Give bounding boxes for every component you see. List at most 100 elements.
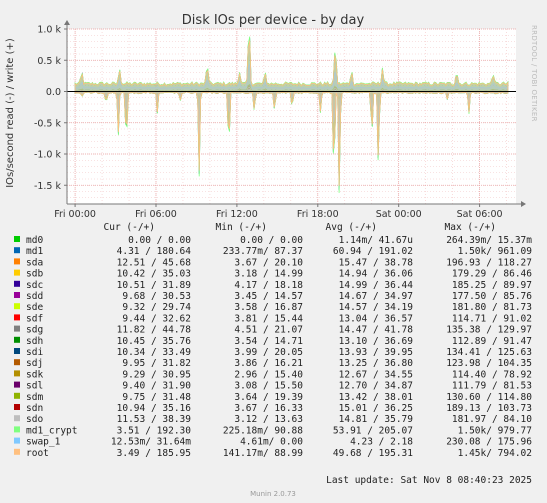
legend-value-cur: 10.51 / 31.89 xyxy=(117,280,192,291)
legend-row: sdo 11.53 / 38.39 3.12 / 13.63 14.81 / 35.7… xyxy=(14,414,532,425)
legend-value-max: 177.50 / 85.76 xyxy=(452,291,532,302)
legend-row: md1_crypt 3.51 / 192.30 225.18m/ 90.88 53.9… xyxy=(14,425,532,436)
legend-value-cur: 9.32 / 29.74 xyxy=(122,302,191,313)
footer: Munin 2.0.73 xyxy=(250,490,296,498)
legend-value-avg: 14.67 / 34.97 xyxy=(339,291,413,302)
legend-value-cur: 12.51 / 45.68 xyxy=(117,257,192,268)
legend-value-avg: 49.68 / 195.31 xyxy=(333,448,413,459)
legend-series-name: sdl xyxy=(26,381,43,392)
legend-value-cur: 3.49 / 185.95 xyxy=(117,448,191,459)
legend-value-avg: 60.94 / 191.02 xyxy=(333,246,413,257)
legend-value-max: 189.13 / 103.73 xyxy=(446,403,532,414)
legend-value-avg: 53.91 / 205.07 xyxy=(333,425,413,436)
legend-value-max: 114.40 / 78.92 xyxy=(452,369,532,380)
legend-series-name: sdc xyxy=(26,280,43,291)
legend-value-min: 3.54 / 14.71 xyxy=(234,336,303,347)
legend-series-name: sdk xyxy=(26,369,43,380)
legend-header-max: Max (-/+) xyxy=(445,222,496,233)
legend-row: sdm 9.75 / 31.48 3.64 / 19.39 13.42 / 38.01… xyxy=(14,392,532,403)
series-root xyxy=(74,40,509,186)
legend-value-min: 3.67 / 20.10 xyxy=(234,257,303,268)
legend-row: sdj 9.95 / 31.82 3.86 / 16.21 13.25 / 36.80… xyxy=(14,358,532,369)
series-write-area xyxy=(74,63,509,92)
legend-swatch xyxy=(14,370,20,377)
x-tick-label: Fri 06:00 xyxy=(135,209,177,220)
legend-row: sdn 10.94 / 35.16 3.67 / 16.33 15.01 / 36.2… xyxy=(14,403,532,414)
legend-value-avg: 14.57 / 34.19 xyxy=(339,302,414,313)
legend-value-max: 1.50k/ 961.09 xyxy=(458,246,533,257)
x-tick-label: Fri 00:00 xyxy=(54,209,96,220)
legend-value-max: 134.41 / 125.63 xyxy=(446,347,532,358)
legend-value-max: 179.29 / 86.46 xyxy=(452,269,532,280)
legend-value-min: 3.86 / 16.21 xyxy=(234,358,303,369)
legend-series-name: sdj xyxy=(26,358,43,369)
watermark: RRDTOOL / TOBI OETIKER xyxy=(530,25,538,122)
legend-row: sdc 10.51 / 31.89 4.17 / 18.18 14.99 / 36.4… xyxy=(14,280,532,291)
legend-value-max: 130.60 / 114.80 xyxy=(446,392,532,403)
legend-row: md1 4.31 / 180.64 233.77m/ 87.37 60.94 / 19… xyxy=(14,246,532,257)
legend-value-cur: 9.40 / 31.90 xyxy=(122,381,191,392)
legend-series-name: swap_1 xyxy=(26,437,61,448)
legend-row: sdf 9.44 / 32.62 3.81 / 15.44 13.04 / 36.57… xyxy=(14,313,532,324)
legend-value-min: 4.61m/ 0.00 xyxy=(240,437,303,448)
series-read-area xyxy=(74,91,509,186)
legend-swatch xyxy=(14,404,20,410)
legend-row: sdb 10.42 / 35.03 3.18 / 14.99 14.94 / 36.0… xyxy=(14,269,532,280)
y-tick-label: -1.5 k xyxy=(34,181,62,192)
legend-value-cur: 4.31 / 180.64 xyxy=(117,246,192,257)
legend-series-name: sdo xyxy=(26,414,43,425)
y-tick-label: -1.0 k xyxy=(34,150,62,161)
legend-value-avg: 12.67 / 34.55 xyxy=(339,369,413,380)
legend-header-cur: Cur (-/+) xyxy=(104,222,155,233)
legend-series-name: sda xyxy=(26,257,43,268)
legend-series-name: sdi xyxy=(26,347,43,358)
legend-swatch xyxy=(14,314,20,321)
legend-value-avg: 13.25 / 36.80 xyxy=(339,358,414,369)
legend-row: md0 0.00 / 0.00 0.00 / 0.00 1.14m/ 41.67u 26… xyxy=(14,235,532,246)
legend-value-max: 1.45k/ 794.02 xyxy=(458,448,532,459)
legend-series-name: sdd xyxy=(26,291,43,302)
y-tick-label: 0.0 xyxy=(46,87,61,98)
legend-row: sdd 9.68 / 30.53 3.45 / 14.57 14.67 / 34.97… xyxy=(14,291,532,302)
legend-value-cur: 10.34 / 33.49 xyxy=(117,347,192,358)
legend-value-min: 141.17m/ 88.99 xyxy=(223,448,303,459)
legend-value-cur: 9.75 / 31.48 xyxy=(122,392,191,403)
legend-value-cur: 9.68 / 30.53 xyxy=(122,291,191,302)
legend-value-cur: 10.42 / 35.03 xyxy=(117,269,191,280)
y-tick-label: 0.5 k xyxy=(37,56,61,67)
legend-swatch xyxy=(14,236,20,242)
legend-swatch xyxy=(14,303,20,310)
legend-value-max: 114.71 / 91.02 xyxy=(452,313,532,324)
legend-swatch xyxy=(14,448,20,455)
legend-value-avg: 14.47 / 41.78 xyxy=(339,325,414,336)
legend-value-avg: 12.70 / 34.87 xyxy=(339,381,413,392)
legend-value-cur: 10.94 / 35.16 xyxy=(117,403,192,414)
legend-swatch xyxy=(14,336,20,343)
chart-title: Disk IOs per device - by day xyxy=(182,13,365,28)
legend-row: sde 9.32 / 29.74 3.58 / 16.87 14.57 / 34.19… xyxy=(14,302,532,313)
legend-swatch xyxy=(14,392,20,399)
legend-swatch xyxy=(14,269,20,276)
legend-series-name: sde xyxy=(26,302,43,313)
legend-value-min: 3.99 / 20.05 xyxy=(234,347,303,358)
y-tick-label: -0.5 k xyxy=(34,118,62,129)
legend-value-avg: 14.99 / 36.44 xyxy=(339,280,414,291)
legend-value-avg: 15.01 / 36.25 xyxy=(339,403,413,414)
x-tick-label: Fri 18:00 xyxy=(297,209,339,220)
legend-series-name: md0 xyxy=(26,235,43,246)
legend-swatch xyxy=(14,415,20,422)
legend-value-avg: 13.10 / 36.69 xyxy=(339,336,414,347)
legend-swatch xyxy=(14,348,20,354)
legend-value-avg: 13.42 / 38.01 xyxy=(339,392,414,403)
legend-value-avg: 15.47 / 38.78 xyxy=(339,257,414,268)
legend-value-min: 3.08 / 15.50 xyxy=(234,381,303,392)
legend-row: sdl 9.40 / 31.90 3.08 / 15.50 12.70 / 34.87… xyxy=(14,381,532,392)
legend-value-avg: 14.81 / 35.79 xyxy=(339,414,414,425)
legend-value-max: 112.89 / 91.47 xyxy=(452,336,532,347)
legend-value-max: 264.39m/ 15.37m xyxy=(446,235,532,246)
legend-row: sdi 10.34 / 33.49 3.99 / 20.05 13.93 / 39.9… xyxy=(14,347,532,358)
last-update: Last update: Sat Nov 8 08:40:23 2025 xyxy=(326,475,532,486)
legend-value-cur: 0.00 / 0.00 xyxy=(128,235,191,246)
legend-value-max: 230.08 / 175.96 xyxy=(446,437,532,448)
legend-value-avg: 14.94 / 36.06 xyxy=(339,269,414,280)
